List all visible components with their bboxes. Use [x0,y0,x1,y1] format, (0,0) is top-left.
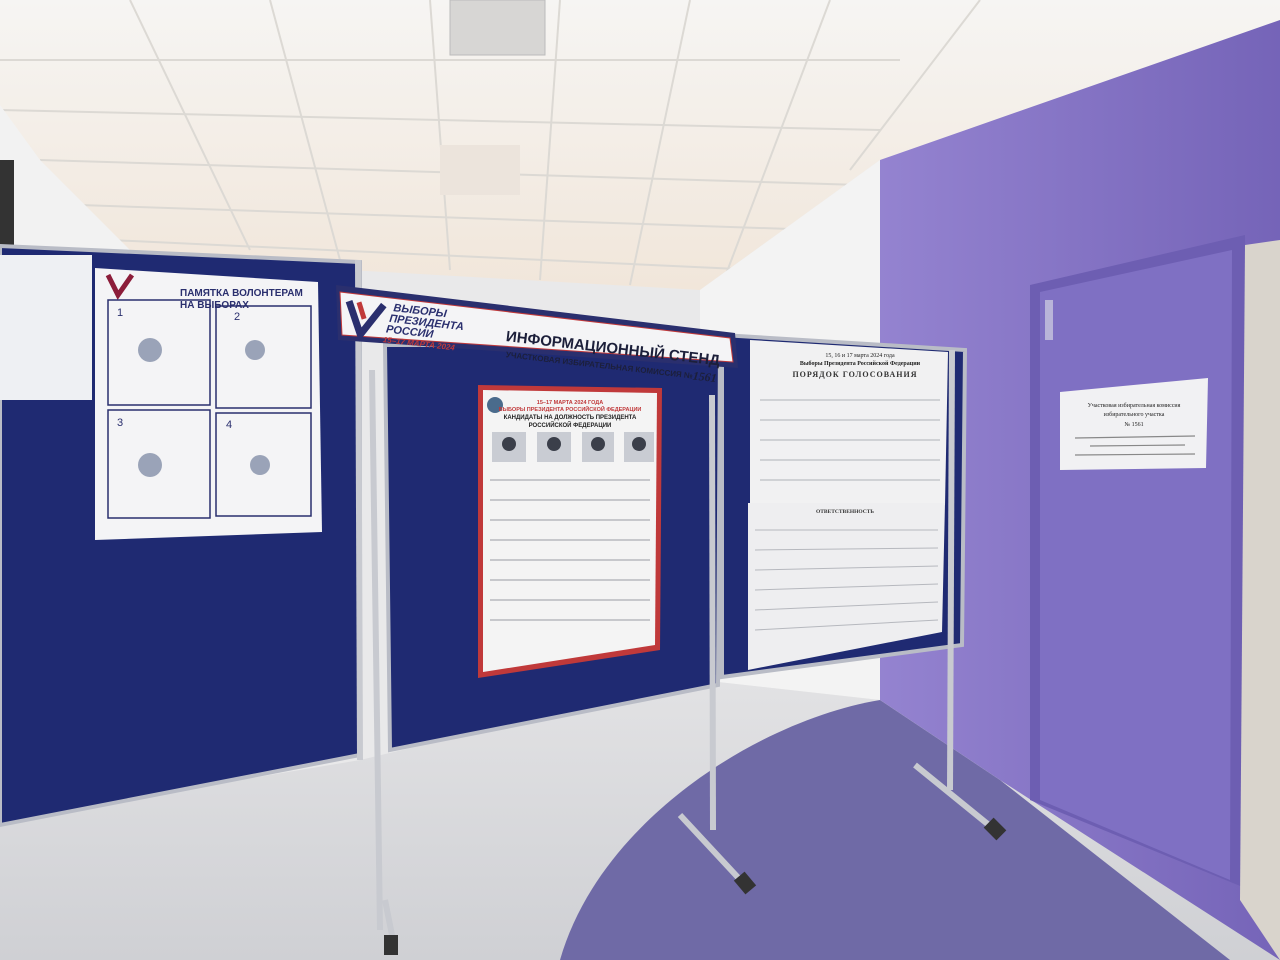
step-3: 3 [117,417,123,429]
back-wall-left [0,105,130,250]
candidates-poster: 15–17 МАРТА 2024 ГОДА ВЫБОРЫ ПРЕЗИДЕНТА … [478,385,662,678]
center-poster-line2: ВЫБОРЫ ПРЕЗИДЕНТА РОССИЙСКОЙ ФЕДЕРАЦИИ [499,405,642,413]
step-4: 4 [226,419,232,431]
door-sign: Участковая избирательная комиссия избира… [1060,378,1208,470]
ceiling-light [440,145,520,195]
step-1: 1 [117,307,123,319]
logo-line3: РОССИИ [385,323,435,340]
ceiling-grid [0,0,981,291]
door-sign-line2: избирательного участка [1104,411,1165,418]
left-poster-subtitle: НА ВЫБОРАХ [180,300,249,311]
dark-window [0,160,14,250]
left-poster-title: ПАМЯТКА ВОЛОНТЕРАМ [180,288,303,299]
center-poster-line1: 15–17 МАРТА 2024 ГОДА [537,400,603,406]
right-poster-dates: 15, 16 и 17 марта 2024 года [825,353,895,359]
air-vent [449,0,546,56]
voting-procedure-poster: 15, 16 и 17 марта 2024 года Выборы Прези… [748,340,948,670]
right-poster-election: Выборы Президента Российской Федерации [800,360,921,367]
door-sign-line3: № 1561 [1124,422,1143,428]
election-logo-icon [345,299,387,342]
header-sign: ВЫБОРЫ ПРЕЗИДЕНТА РОССИИ 15–17 МАРТА 202… [336,285,738,385]
door-sign-line1: Участковая избирательная комиссия [1088,402,1181,409]
purple-floor [560,700,1230,960]
step-2: 2 [234,311,240,323]
door-handle-plate [1045,300,1053,340]
stand-legs [355,259,997,951]
center-poster-line4: РОССИЙСКОЙ ФЕДЕРАЦИИ [529,421,612,429]
door-opening [1240,240,1280,960]
left-board-paper [0,255,92,400]
stand-feet [384,817,1007,955]
left-poster: ПАМЯТКА ВОЛОНТЕРАМ НА ВЫБОРАХ 1 2 3 4 [95,268,322,540]
right-poster-title: ПОРЯДОК ГОЛОСОВАНИЯ [792,370,917,379]
ceiling [0,0,1280,290]
center-poster-line3: КАНДИДАТЫ НА ДОЛЖНОСТЬ ПРЕЗИДЕНТА [504,415,637,421]
right-poster-lower-title: ОТВЕТСТВЕННОСТЬ [816,509,874,515]
door[interactable] [1040,250,1232,880]
commission-number: 1561 [692,369,717,386]
